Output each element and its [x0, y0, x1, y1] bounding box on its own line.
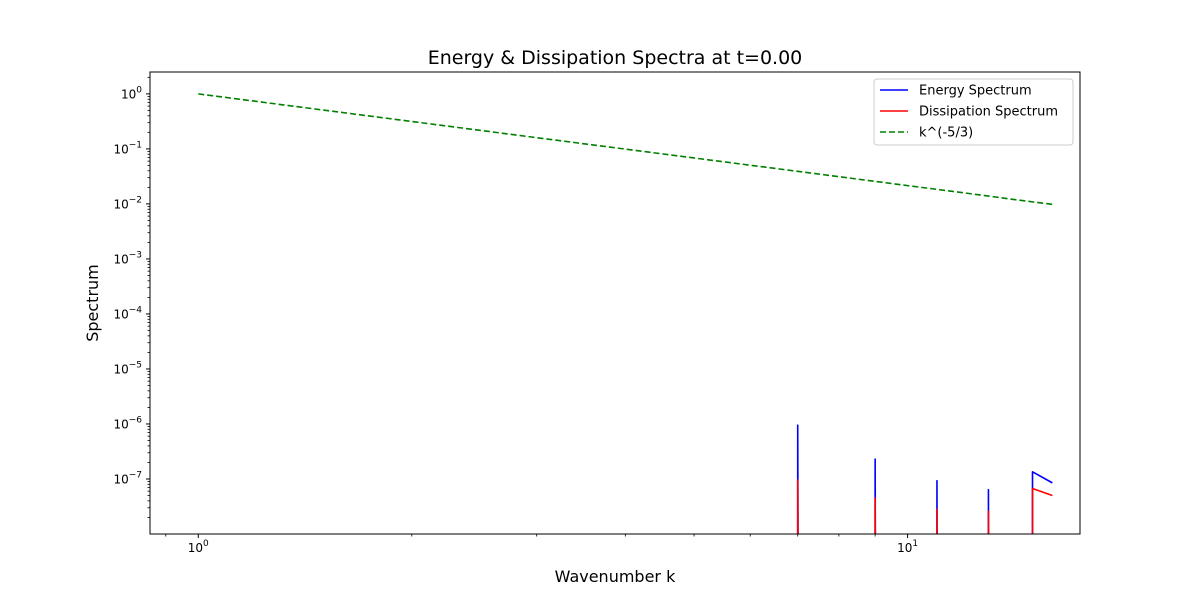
legend-label: Energy Spectrum: [919, 84, 1032, 99]
legend-label: Dissipation Spectrum: [919, 105, 1058, 120]
y-tick-label: 10−5: [113, 360, 142, 376]
series-line-1: [796, 479, 1053, 534]
x-tick-label: 100: [188, 539, 209, 555]
y-tick-label: 10−6: [113, 415, 142, 431]
x-axis-label: Wavenumber k: [555, 567, 676, 586]
y-axis-label: Spectrum: [83, 264, 102, 342]
y-tick-label: 10−1: [113, 140, 142, 156]
x-tick-label: 101: [897, 539, 918, 555]
legend-label: k^(-5/3): [919, 126, 973, 141]
series-line-0: [796, 424, 1053, 534]
plot-frame: [149, 71, 1081, 535]
legend: Energy Spectrum Dissipation Spectrum k^(-5…: [873, 78, 1074, 146]
legend-box: [873, 78, 1074, 146]
y-tick-label: 10−4: [113, 305, 142, 321]
y-tick-label: 10−7: [113, 470, 142, 486]
series-layer: [198, 93, 1053, 534]
axis-ticks: 100 101 100 10−1 10−2 10−3 10−4 10−5 10−6 10−7: [113, 76, 918, 555]
y-tick-label: 10−3: [113, 250, 142, 266]
y-tick-label: 100: [121, 85, 142, 101]
chart-title: Energy & Dissipation Spectra at t=0.00: [428, 47, 803, 69]
y-tick-label: 10−2: [113, 195, 142, 211]
